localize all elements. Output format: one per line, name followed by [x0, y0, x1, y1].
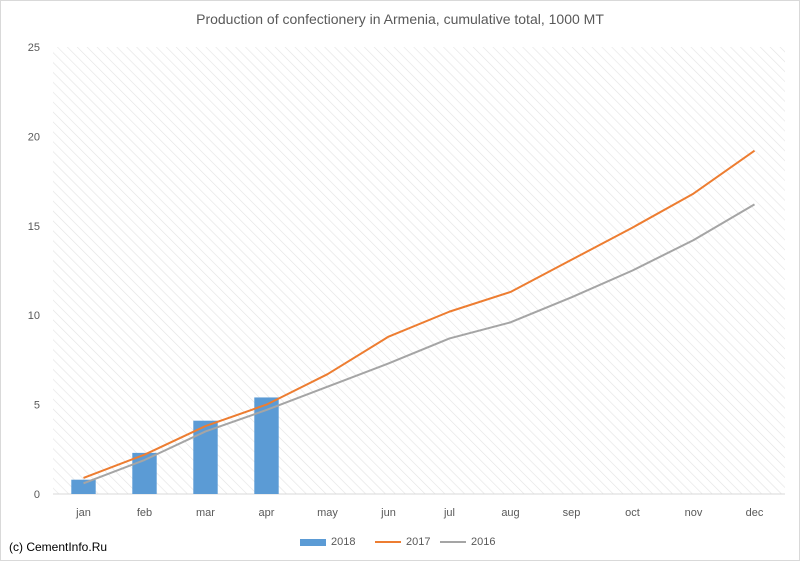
y-tick-label: 15: [28, 221, 40, 233]
legend-item-2017: 2017: [375, 533, 430, 551]
y-axis-ticks: 0 5 10 15 20 25: [28, 42, 40, 501]
x-tick-label: nov: [685, 507, 703, 519]
legend-item-2016: 2016: [440, 533, 495, 551]
x-tick-label: dec: [746, 507, 764, 519]
x-tick-label: jan: [75, 507, 91, 519]
copyright-text: (c) CementInfo.Ru: [9, 540, 108, 554]
line-2016: [83, 203, 756, 485]
lines-group: [83, 149, 756, 485]
legend-item-2018: 2018: [300, 533, 355, 551]
legend-label-2018: 2018: [331, 536, 356, 548]
x-tick-label: sep: [563, 507, 581, 519]
y-tick-label: 25: [28, 42, 40, 54]
legend-label-2016: 2016: [471, 536, 496, 548]
x-tick-label: may: [317, 507, 338, 519]
line-2017: [83, 149, 756, 479]
legend-swatch-2017: [375, 541, 401, 543]
x-tick-label: feb: [137, 507, 152, 519]
legend-label-2017: 2017: [406, 536, 431, 548]
plot-area: [53, 47, 785, 494]
x-tick-label: aug: [501, 507, 519, 519]
bar-2018-mar: [193, 420, 218, 494]
legend-swatch-2016: [440, 541, 466, 543]
x-tick-label: apr: [259, 507, 275, 519]
x-axis-ticks: jan feb mar apr may jun jul aug sep oct nov dec: [75, 507, 764, 519]
chart-title: Production of confectionery in Armenia, …: [196, 11, 604, 27]
legend-swatch-2018: [300, 538, 326, 546]
y-tick-label: 0: [34, 489, 40, 501]
x-tick-label: jul: [443, 507, 455, 519]
x-tick-label: mar: [196, 507, 215, 519]
y-tick-label: 20: [28, 131, 40, 143]
bar-2018-jan: [71, 479, 96, 494]
y-tick-label: 5: [34, 400, 40, 412]
y-tick-label: 10: [28, 310, 40, 322]
legend: 2018 2017 2016: [300, 533, 520, 551]
x-tick-label: jun: [380, 507, 396, 519]
x-tick-label: oct: [625, 507, 640, 519]
